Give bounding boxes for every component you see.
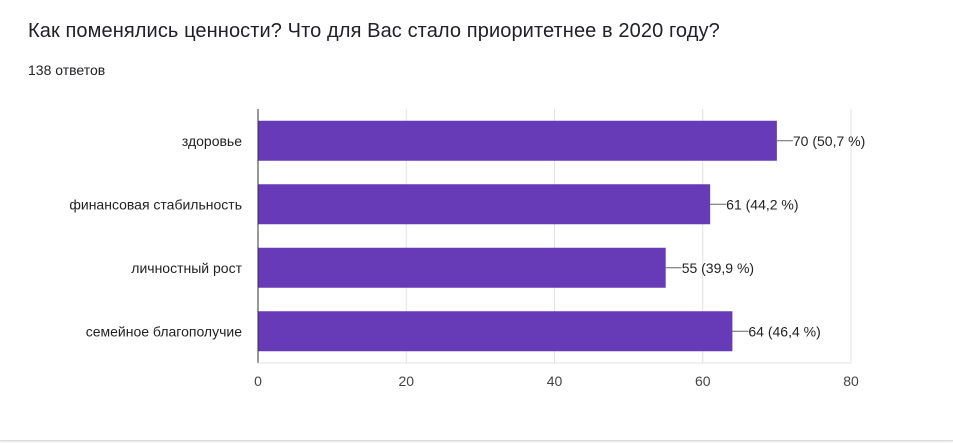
x-tick-label: 60 (695, 373, 711, 389)
bar (258, 120, 777, 161)
x-tick-label: 0 (254, 373, 262, 389)
bar (258, 311, 733, 352)
bar (258, 184, 711, 225)
x-tick-label: 80 (843, 373, 859, 389)
response-count: 138 ответов (28, 62, 106, 78)
x-tick-label: 40 (547, 373, 563, 389)
data-label: 55 (39,9 %) (682, 260, 754, 276)
category-label: финансовая стабильность (69, 196, 242, 212)
data-label: 70 (50,7 %) (793, 133, 865, 149)
category-label: личностный рост (131, 260, 242, 276)
data-label: 61 (44,2 %) (726, 196, 798, 212)
x-tick-label: 20 (398, 373, 414, 389)
category-label: здоровье (182, 133, 242, 149)
chart-title: Как поменялись ценности? Что для Вас ста… (28, 20, 720, 42)
category-label: семейное благополучие (86, 323, 242, 339)
bar (258, 247, 666, 288)
data-label: 64 (46,4 %) (748, 323, 820, 339)
